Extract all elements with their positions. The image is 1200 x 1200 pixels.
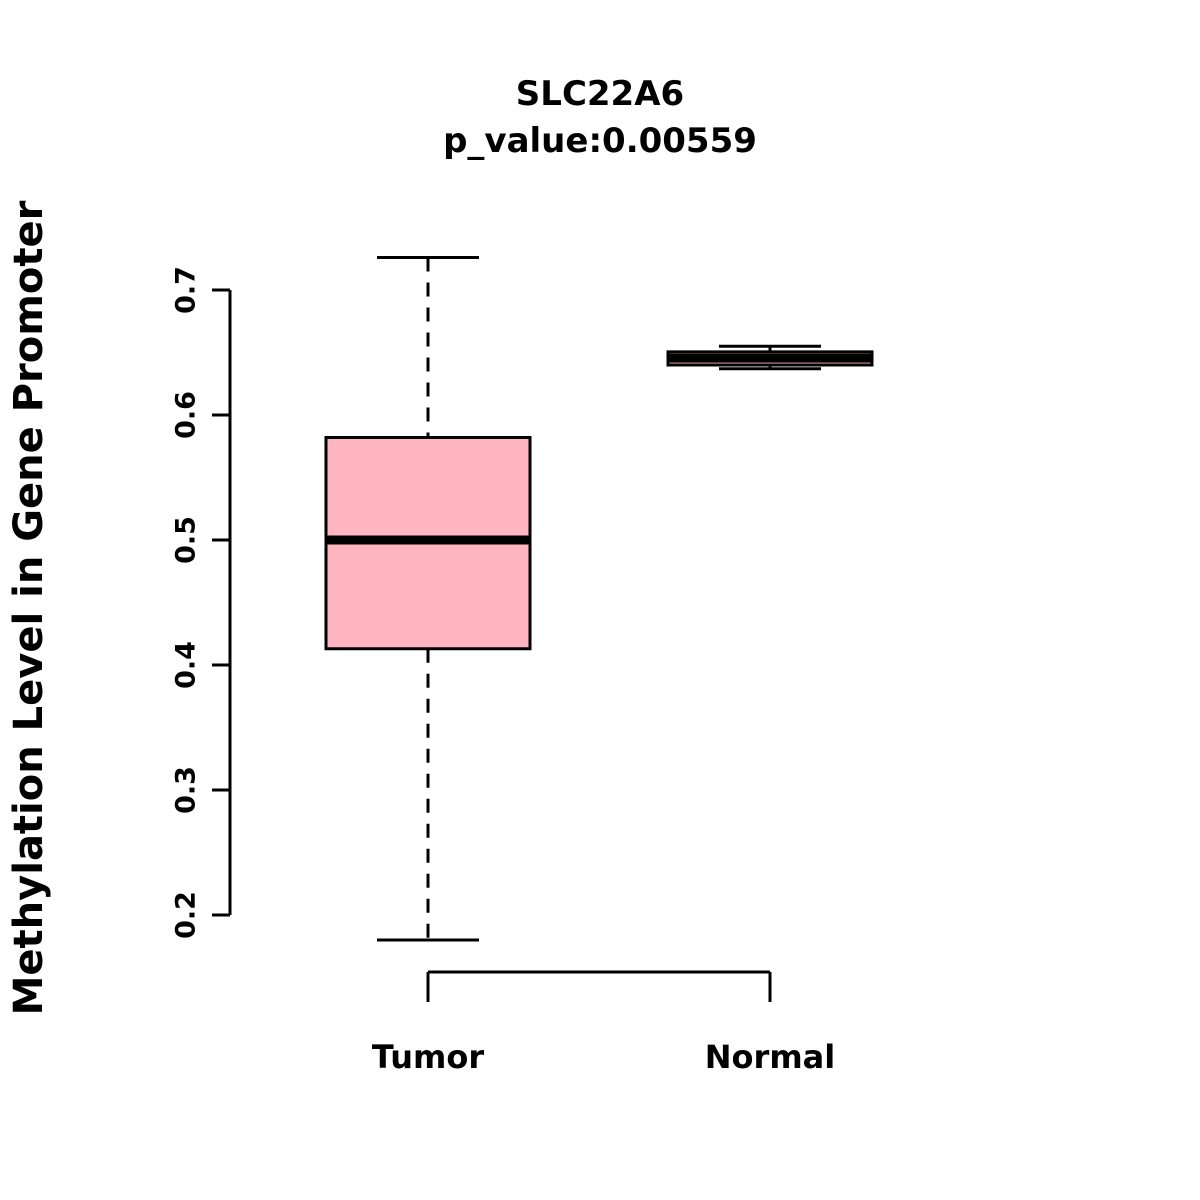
y-tick-label: 0.6: [171, 391, 202, 439]
chart-marks: 0.2 0.3 0.4 0.5 0.6 0.7 Tumor Normal: [171, 256, 874, 1076]
y-tick-label: 0.5: [171, 516, 202, 564]
y-tick-label: 0.4: [171, 641, 202, 689]
x-axis-label-tumor: Tumor: [372, 1038, 484, 1076]
x-axis-label-normal: Normal: [705, 1038, 835, 1076]
y-axis-title: Methylation Level in Gene Promoter: [6, 200, 52, 1015]
y-tick-label: 0.7: [171, 266, 202, 314]
chart-subtitle: p_value:0.00559: [443, 121, 757, 161]
y-tick-label: 0.2: [171, 891, 202, 939]
chart-title: SLC22A6: [516, 74, 684, 114]
y-tick-label: 0.3: [171, 766, 202, 814]
